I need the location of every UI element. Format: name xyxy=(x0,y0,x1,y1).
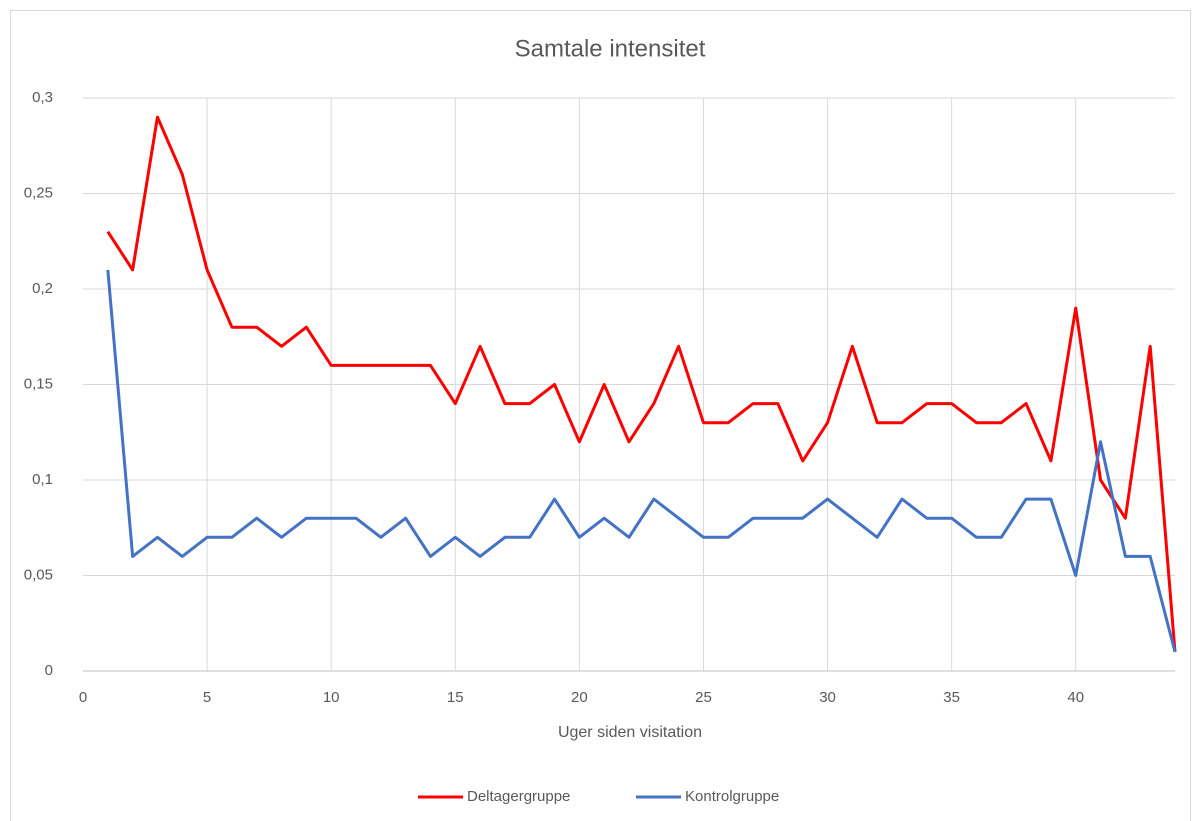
x-tick-label: 15 xyxy=(447,689,464,706)
x-tick-label: 10 xyxy=(323,689,340,706)
x-tick-label: 20 xyxy=(571,689,588,706)
y-tick-label: 0,05 xyxy=(24,566,53,583)
x-tick-label: 0 xyxy=(79,689,87,706)
data-line xyxy=(106,115,1177,653)
x-tick-label: 25 xyxy=(695,689,712,706)
legend-label: Kontrolgruppe xyxy=(685,788,779,805)
x-tick-label: 5 xyxy=(203,689,211,706)
x-axis-label: Uger siden visitation xyxy=(558,724,702,741)
y-tick-label: 0 xyxy=(45,662,53,679)
data-line xyxy=(106,269,1177,653)
chart-frame xyxy=(10,10,1191,821)
chart-title: Samtale intensitet xyxy=(515,35,706,62)
y-tick-label: 0,3 xyxy=(32,89,53,106)
x-tick-label: 40 xyxy=(1067,689,1084,706)
y-tick-label: 0,15 xyxy=(24,375,53,392)
legend-label: Deltagergruppe xyxy=(467,788,570,805)
x-tick-label: 35 xyxy=(943,689,960,706)
y-tick-label: 0,1 xyxy=(32,471,53,488)
y-tick-label: 0,2 xyxy=(32,280,53,297)
y-tick-label: 0,25 xyxy=(24,184,53,201)
x-tick-label: 30 xyxy=(819,689,836,706)
